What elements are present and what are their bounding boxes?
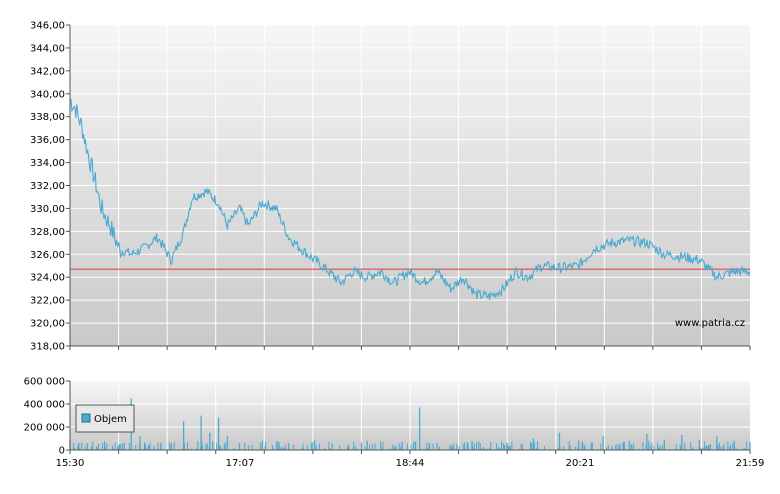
- price-ytick-label: 320,00: [30, 319, 65, 330]
- volume-xtick-label: 20:21: [566, 458, 595, 469]
- volume-xtick-label: 21:59: [736, 458, 765, 469]
- legend-label: Objem: [94, 414, 127, 425]
- price-ytick-label: 344,00: [30, 43, 65, 54]
- price-ytick-label: 324,00: [30, 273, 65, 284]
- price-panel: 318,00 320,00 322,00 324,00 326,00 328,00 330,…: [30, 21, 751, 353]
- price-ytick-label: 346,00: [30, 21, 65, 32]
- price-ytick-label: 328,00: [30, 227, 65, 238]
- legend: Objem: [75, 404, 135, 433]
- volume-xtick-label: 18:44: [396, 458, 425, 469]
- price-line: [70, 99, 751, 301]
- watermark: www.patria.cz: [675, 318, 745, 329]
- price-ytick-label: 326,00: [30, 250, 65, 261]
- price-ytick-label: 318,00: [30, 342, 65, 353]
- price-ytick-label: 322,00: [30, 296, 65, 307]
- price-ytick-label: 334,00: [30, 158, 65, 169]
- volume-ytick-label: 200 000: [24, 423, 65, 434]
- price-ytick-label: 332,00: [30, 181, 65, 192]
- volume-ytick-label: 0: [59, 446, 65, 457]
- price-ytick-label: 342,00: [30, 66, 65, 77]
- price-ytick-label: 330,00: [30, 204, 65, 215]
- volume-xtick-label: 15:30: [56, 458, 85, 469]
- legend-swatch: [81, 413, 91, 423]
- price-ytick-label: 340,00: [30, 89, 65, 100]
- price-ytick-label: 336,00: [30, 135, 65, 146]
- volume-panel: 0 200 000 400 000 600 000 15:30 17:07 18:44 20:…: [24, 377, 765, 470]
- volume-ytick-label: 600 000: [24, 377, 65, 388]
- volume-xtick-label: 17:07: [226, 458, 255, 469]
- volume-ytick-label: 400 000: [24, 400, 65, 411]
- price-ytick-label: 338,00: [30, 112, 65, 123]
